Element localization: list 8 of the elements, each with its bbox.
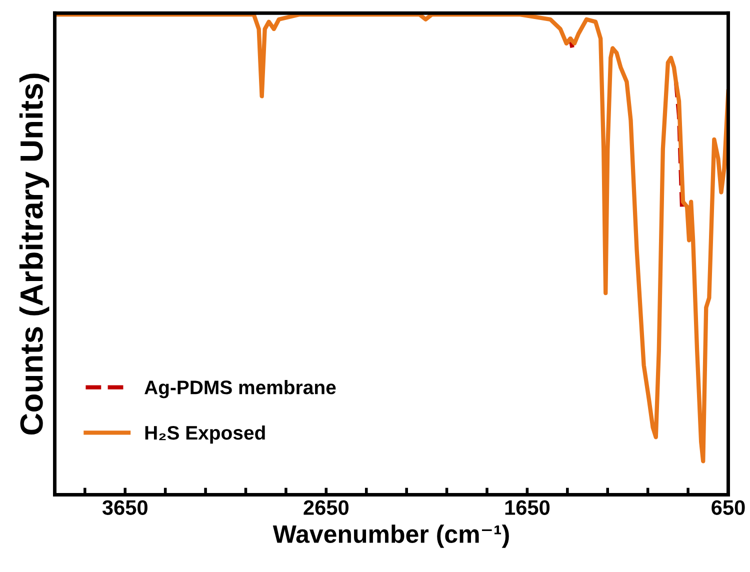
x-tick-label: 1650 — [505, 500, 550, 515]
x-tick-label: 3650 — [102, 500, 148, 515]
x-tick-label: 650 — [712, 500, 745, 515]
y-axis-title: Counts (Arbitrary Units) — [19, 74, 50, 435]
x-tick-label: 2650 — [304, 500, 348, 515]
x-axis-title: Wavenumber (cm⁻¹) — [272, 524, 509, 548]
legend-label: H₂S Exposed — [145, 425, 265, 444]
legend-label: Ag-PDMS membrane — [144, 380, 336, 398]
